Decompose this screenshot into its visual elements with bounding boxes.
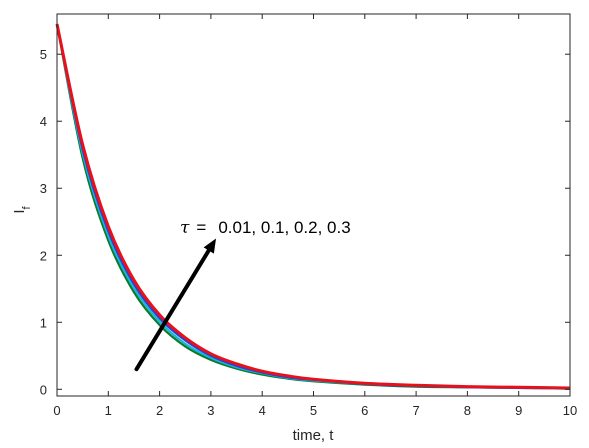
y-axis-label-main: I <box>11 209 28 213</box>
series-group <box>55 23 571 390</box>
annotation-tau-symbol: τ <box>180 218 190 238</box>
x-tick-label: 1 <box>105 403 112 418</box>
x-tick-label: 9 <box>515 403 522 418</box>
y-tick-label: 2 <box>40 248 47 263</box>
annotation-arrowhead <box>203 238 217 254</box>
y-tick-label: 0 <box>40 382 47 397</box>
x-tick-label: 0 <box>53 403 60 418</box>
axis-ticks: 0 1 2 3 4 5 6 7 8 9 10 0 1 2 3 4 5 <box>40 14 577 418</box>
y-tick-label: 1 <box>40 315 47 330</box>
x-tick-label: 7 <box>412 403 419 418</box>
annotation-label: τ = 0.01, 0.1, 0.2, 0.3 <box>180 218 351 238</box>
y-tick-label: 3 <box>40 181 47 196</box>
y-tick-label: 5 <box>40 47 47 62</box>
y-tick-label: 4 <box>40 114 47 129</box>
x-tick-label: 3 <box>207 403 214 418</box>
x-tick-label: 8 <box>464 403 471 418</box>
x-tick-label: 6 <box>361 403 368 418</box>
x-tick-label: 10 <box>563 403 577 418</box>
x-axis-label: time, t <box>293 427 335 444</box>
y-axis-label: If <box>11 205 33 213</box>
x-tick-label: 4 <box>259 403 266 418</box>
x-tick-label: 2 <box>156 403 163 418</box>
annotation-values: 0.01, 0.1, 0.2, 0.3 <box>218 218 350 237</box>
y-axis-label-subscript: f <box>21 205 33 209</box>
annotation-arrow <box>134 248 211 372</box>
annotation-equals: = <box>196 218 206 237</box>
x-tick-label: 5 <box>310 403 317 418</box>
series-line-tau-0-3 <box>55 23 571 390</box>
